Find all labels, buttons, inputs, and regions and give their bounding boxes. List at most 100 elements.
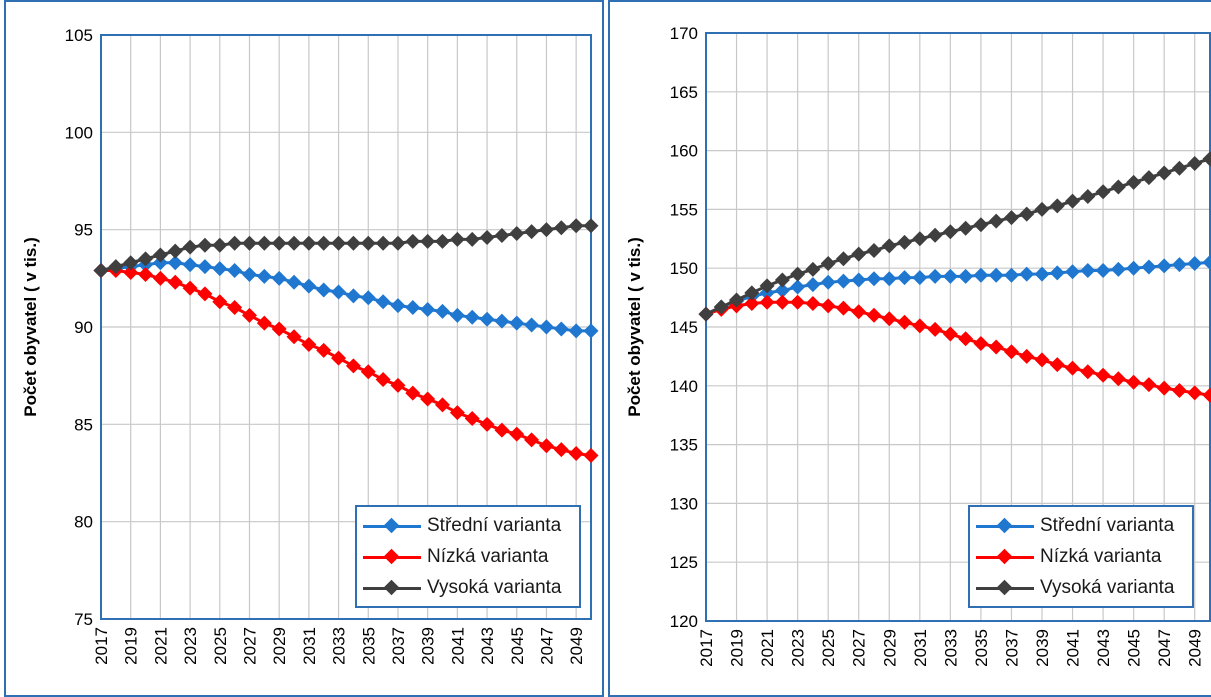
x-tick-label: 2043 <box>1094 629 1113 667</box>
data-point-marker <box>345 288 361 304</box>
data-point-marker <box>301 337 317 353</box>
data-point-marker <box>360 364 376 380</box>
data-point-marker <box>744 285 760 301</box>
data-point-marker <box>713 299 729 315</box>
data-point-marker <box>435 303 451 319</box>
legend-label: Vysoká varianta <box>1040 576 1175 598</box>
data-point-marker <box>345 235 361 251</box>
chart-panel-left: 75 80 85 90 95 100 105 2017 2019 2021 2023 2025 2027… <box>4 0 604 697</box>
data-point-marker <box>494 228 510 244</box>
data-point-marker <box>1141 170 1157 186</box>
y-tick-label: 85 <box>74 415 93 434</box>
data-point-marker <box>182 239 198 255</box>
data-point-marker <box>123 255 139 271</box>
data-point-marker <box>1034 352 1050 368</box>
data-point-marker <box>851 272 867 288</box>
data-point-marker <box>479 311 495 327</box>
data-point-marker <box>538 319 554 335</box>
data-point-marker <box>360 290 376 306</box>
y-tick-label: 155 <box>670 200 698 219</box>
data-point-marker <box>152 255 168 271</box>
legend-swatch <box>363 517 421 534</box>
data-point-marker <box>227 235 243 251</box>
data-point-marker <box>851 246 867 262</box>
data-point-marker <box>93 263 109 279</box>
data-point-marker <box>390 298 406 314</box>
data-point-marker <box>286 235 302 251</box>
y-tick-label: 90 <box>74 318 93 337</box>
data-point-marker <box>227 263 243 279</box>
y-tick-label: 100 <box>65 123 93 142</box>
data-point-marker <box>774 272 790 288</box>
data-point-marker <box>197 237 213 253</box>
data-point-marker <box>509 426 525 442</box>
y-tick-label: 165 <box>670 83 698 102</box>
y-tick-label: 125 <box>670 553 698 572</box>
legend-label: Vysoká varianta <box>427 576 562 598</box>
data-point-marker <box>1126 374 1142 390</box>
y-tick-label: 95 <box>74 221 93 240</box>
data-point-marker <box>1202 387 1211 403</box>
series-line <box>705 300 1211 397</box>
legend-swatch <box>976 517 1034 534</box>
data-point-marker <box>553 321 569 337</box>
data-point-marker <box>405 385 421 401</box>
legend-label: Střední varianta <box>427 514 562 536</box>
data-point-marker <box>897 314 913 330</box>
data-point-marker <box>866 307 882 323</box>
data-point-marker <box>912 318 928 334</box>
data-point-marker <box>820 255 836 271</box>
data-point-marker <box>790 294 806 310</box>
data-point-marker <box>897 234 913 250</box>
data-point-marker <box>524 224 540 240</box>
data-point-marker <box>820 298 836 314</box>
data-point-marker <box>1080 364 1096 380</box>
data-point-marker <box>256 268 272 284</box>
data-point-marker <box>973 267 989 283</box>
data-point-marker <box>167 274 183 290</box>
data-point-marker <box>479 229 495 245</box>
data-point-marker <box>897 270 913 286</box>
plot-area-frame <box>705 32 1211 622</box>
data-point-marker <box>509 315 525 331</box>
data-point-marker <box>1019 266 1035 282</box>
data-point-marker <box>568 218 584 234</box>
data-point-marker <box>553 220 569 236</box>
data-point-marker <box>331 350 347 366</box>
data-point-marker <box>1003 344 1019 360</box>
data-point-marker <box>316 235 332 251</box>
data-point-marker <box>479 416 495 432</box>
data-point-marker <box>1156 258 1172 274</box>
legend-item: Nízká varianta <box>976 541 1186 572</box>
data-point-marker <box>167 243 183 259</box>
data-point-marker <box>197 259 213 275</box>
data-point-marker <box>1126 174 1142 190</box>
data-point-marker <box>1171 257 1187 273</box>
data-point-marker <box>1156 165 1172 181</box>
data-point-marker <box>1049 265 1065 281</box>
data-point-marker <box>108 259 124 275</box>
x-tick-label: 2031 <box>300 627 319 665</box>
data-point-marker <box>744 295 760 311</box>
data-point-marker <box>1110 371 1126 387</box>
x-tick-label: 2017 <box>697 629 716 667</box>
x-tick-label: 2021 <box>758 629 777 667</box>
data-point-marker <box>420 391 436 407</box>
data-point-marker <box>449 307 465 323</box>
data-point-marker <box>927 227 943 243</box>
data-point-marker <box>435 397 451 413</box>
x-tick-label: 2025 <box>211 627 230 665</box>
y-tick-label: 120 <box>670 612 698 631</box>
data-point-marker <box>464 231 480 247</box>
data-point-marker <box>316 282 332 298</box>
data-point-marker <box>1080 263 1096 279</box>
data-point-marker <box>1003 267 1019 283</box>
data-point-marker <box>835 251 851 267</box>
data-point-marker <box>301 235 317 251</box>
legend-item: Střední varianta <box>976 510 1186 541</box>
data-point-marker <box>881 311 897 327</box>
data-point-marker <box>1065 360 1081 376</box>
legend-item: Střední varianta <box>363 510 573 541</box>
data-point-marker <box>759 294 775 310</box>
data-point-marker <box>866 271 882 287</box>
